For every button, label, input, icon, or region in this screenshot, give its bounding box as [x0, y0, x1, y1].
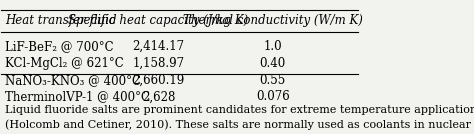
Text: 0.55: 0.55: [260, 74, 286, 87]
Text: NaNO₃-KNO₃ @ 400°C: NaNO₃-KNO₃ @ 400°C: [5, 74, 141, 87]
Text: KCl-MgCl₂ @ 621°C: KCl-MgCl₂ @ 621°C: [5, 57, 124, 70]
Text: LiF-BeF₂ @ 700°C: LiF-BeF₂ @ 700°C: [5, 40, 114, 53]
Text: Specific heat capacity (J/kg K): Specific heat capacity (J/kg K): [68, 14, 248, 27]
Text: 0.076: 0.076: [256, 90, 290, 103]
Text: Heat transfer fluid: Heat transfer fluid: [5, 14, 117, 27]
Text: 2,414.17: 2,414.17: [132, 40, 184, 53]
Text: 1,158.97: 1,158.97: [132, 57, 184, 70]
Text: Liquid fluoride salts are prominent candidates for extreme temperature applicati: Liquid fluoride salts are prominent cand…: [5, 105, 474, 130]
Text: 1.0: 1.0: [264, 40, 282, 53]
Text: Thermal conductivity (W/m K): Thermal conductivity (W/m K): [183, 14, 363, 27]
Text: 0.40: 0.40: [260, 57, 286, 70]
Text: 2,628: 2,628: [142, 90, 175, 103]
Text: 2,660.19: 2,660.19: [132, 74, 184, 87]
Text: TherminolVP-1 @ 400°C: TherminolVP-1 @ 400°C: [5, 90, 150, 103]
